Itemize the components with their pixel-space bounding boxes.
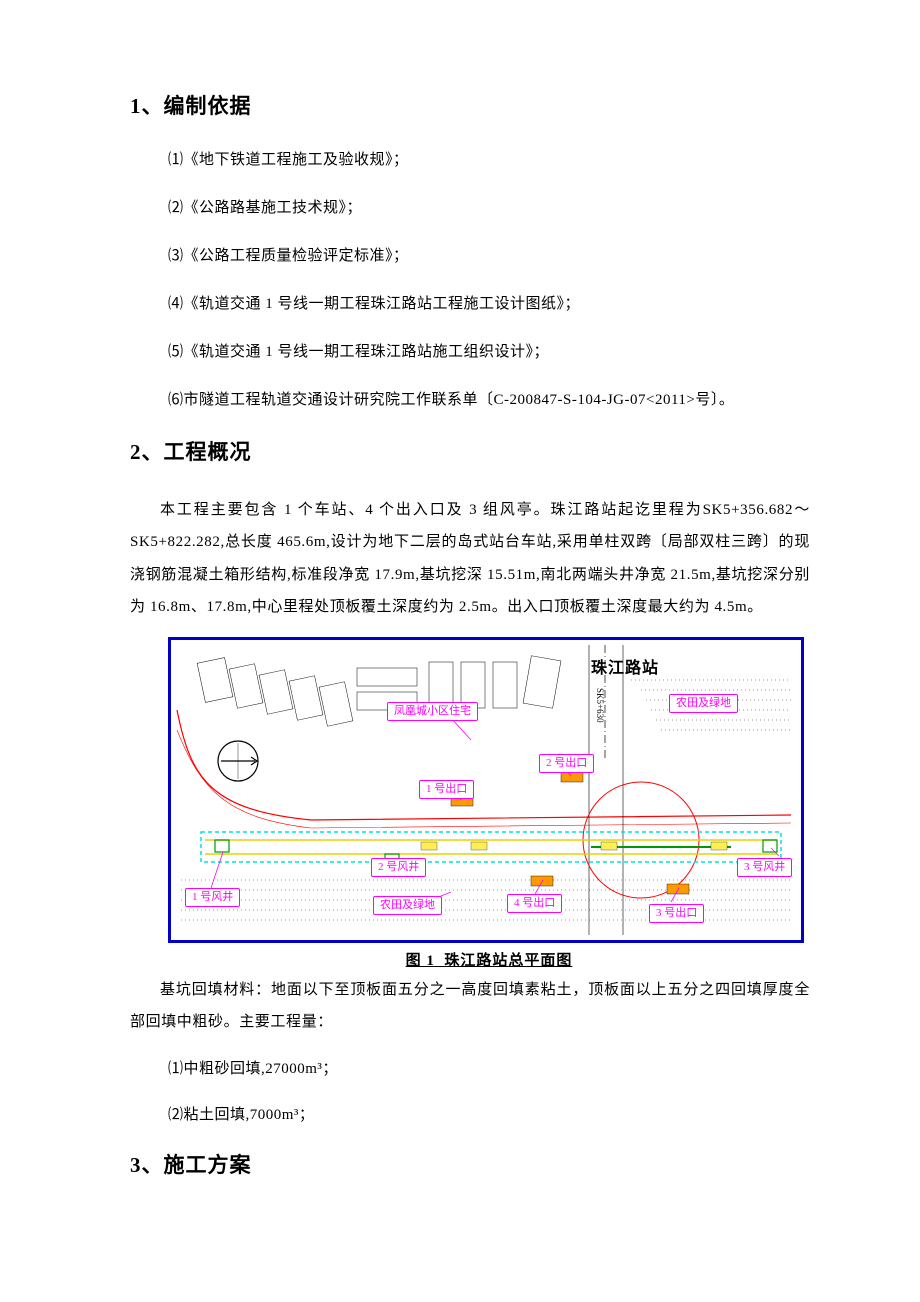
list-item: ⑵粘土回填,7000m³； <box>168 1103 810 1127</box>
site-plan-svg <box>171 640 801 940</box>
callout-nongtian-1: 农田及绿地 <box>669 694 738 713</box>
list-item: ⑶《公路工程质量检验评定标准》； <box>168 244 810 268</box>
section-3-title: 、施工方案 <box>142 1153 252 1177</box>
section-2-body: 本工程主要包含 1 个车站、4 个出入口及 3 组风亭。珠江路站起讫里程为SK5… <box>130 494 810 623</box>
section-1-title: 、编制依据 <box>142 94 252 118</box>
section-1-num: 1 <box>130 94 142 118</box>
callout-fj-2: 2 号风井 <box>371 858 426 877</box>
section-2-num: 2 <box>130 440 142 464</box>
figure-caption-num: 图 1 <box>406 953 435 969</box>
figure-caption: 图 1 珠江路站总平面图 <box>168 949 810 970</box>
axis-label: SK5+630 <box>595 688 605 723</box>
figure-caption-text: 珠江路站总平面图 <box>444 953 572 969</box>
section-3-num: 3 <box>130 1153 142 1177</box>
section-1-heading: 1、编制依据 <box>130 90 810 120</box>
callout-fj-1: 1 号风井 <box>185 888 240 907</box>
section-2-title: 、工程概况 <box>142 440 252 464</box>
section-2b-paragraph: 基坑回填材料：地面以下至顶板面五分之一高度回填素粘土，顶板面以上五分之四回填厚度… <box>130 974 810 1039</box>
callout-fenghuang: 凤凰城小区住宅 <box>387 702 478 721</box>
callout-exit-3: 3 号出口 <box>649 904 704 923</box>
figure-1: 珠江路站 SK5+630 凤凰城小区住宅 农田及绿地 农田及绿地 1 号出口 2… <box>168 637 810 970</box>
callout-exit-2: 2 号出口 <box>539 754 594 773</box>
section-1-list: ⑴《地下铁道工程施工及验收规》； ⑵《公路路基施工技术规》； ⑶《公路工程质量检… <box>130 148 810 412</box>
compass-icon <box>213 736 263 786</box>
section-2b-list: ⑴中粗砂回填,27000m³； ⑵粘土回填,7000m³； <box>130 1057 810 1127</box>
station-label: 珠江路站 <box>591 654 659 678</box>
list-item: ⑸《轨道交通 1 号线一期工程珠江路站施工组织设计》； <box>168 340 810 364</box>
figure-frame: 珠江路站 SK5+630 凤凰城小区住宅 农田及绿地 农田及绿地 1 号出口 2… <box>168 637 804 943</box>
section-2b-body: 基坑回填材料：地面以下至顶板面五分之一高度回填素粘土，顶板面以上五分之四回填厚度… <box>130 974 810 1039</box>
section-3-heading: 3、施工方案 <box>130 1149 810 1179</box>
section-2-paragraph: 本工程主要包含 1 个车站、4 个出入口及 3 组风亭。珠江路站起讫里程为SK5… <box>130 494 810 623</box>
document-page: 1、编制依据 ⑴《地下铁道工程施工及验收规》； ⑵《公路路基施工技术规》； ⑶《… <box>0 0 920 1267</box>
list-item: ⑹市隧道工程轨道交通设计研究院工作联系单〔C-200847-S-104-JG-0… <box>168 388 810 412</box>
list-item: ⑵《公路路基施工技术规》； <box>168 196 810 220</box>
list-item: ⑷《轨道交通 1 号线一期工程珠江路站工程施工设计图纸》； <box>168 292 810 316</box>
callout-exit-4: 4 号出口 <box>507 894 562 913</box>
list-item: ⑴《地下铁道工程施工及验收规》； <box>168 148 810 172</box>
callout-exit-1: 1 号出口 <box>419 780 474 799</box>
section-2-heading: 2、工程概况 <box>130 436 810 466</box>
callout-nongtian-2: 农田及绿地 <box>373 896 442 915</box>
list-item: ⑴中粗砂回填,27000m³； <box>168 1057 810 1081</box>
callout-fj-3: 3 号风井 <box>737 858 792 877</box>
